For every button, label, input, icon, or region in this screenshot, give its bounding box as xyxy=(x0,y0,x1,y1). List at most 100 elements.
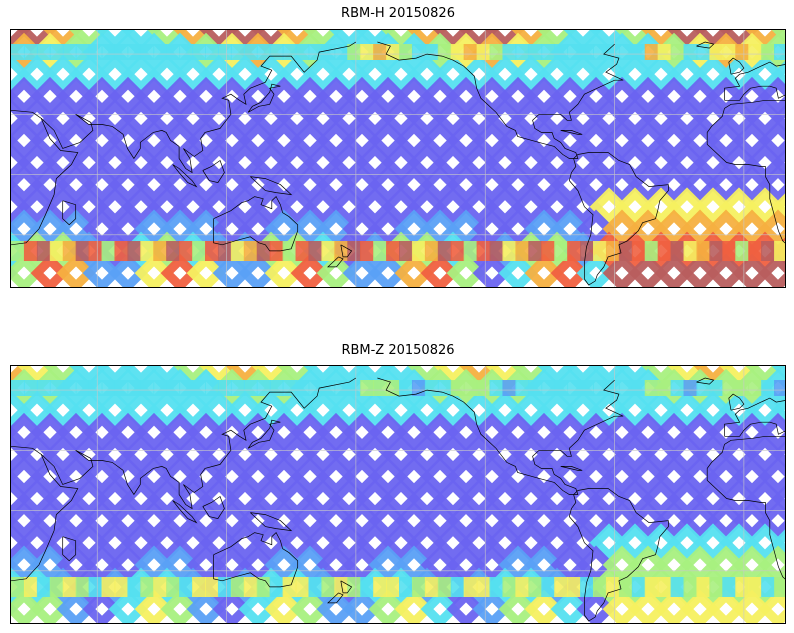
north-band-cell xyxy=(282,380,297,396)
south-band-cell xyxy=(709,577,724,597)
swath-segment xyxy=(732,76,772,116)
swath-segment xyxy=(667,30,707,50)
swath-segment xyxy=(264,253,304,287)
north-band-cell xyxy=(62,380,77,396)
swath-segment xyxy=(602,501,642,541)
south-band-cell xyxy=(709,241,724,261)
swath-segment xyxy=(290,412,330,452)
swath-segment xyxy=(407,479,447,518)
swath-segment xyxy=(641,479,681,518)
swath-segment xyxy=(95,479,135,518)
south-band-cell xyxy=(670,577,685,597)
south-band-cell xyxy=(308,241,323,261)
north-band-cell xyxy=(179,380,194,396)
swath-segment xyxy=(433,390,473,430)
swath-segment xyxy=(693,523,733,563)
swath-segment xyxy=(472,253,512,287)
south-band-cell xyxy=(489,577,504,597)
north-band-cell xyxy=(463,380,478,396)
map-svg-top xyxy=(11,30,785,287)
swath-segment xyxy=(82,589,122,623)
swath-segment xyxy=(108,501,148,541)
south-band-cell xyxy=(618,577,633,597)
north-band-cell xyxy=(515,380,530,396)
south-band-cell xyxy=(243,241,258,261)
swath-segment xyxy=(615,30,655,50)
swath-segment xyxy=(56,76,96,116)
south-band-cell xyxy=(386,577,400,597)
north-band-cell xyxy=(502,44,517,60)
north-band-cell xyxy=(205,44,219,60)
swath-segment xyxy=(771,60,785,88)
panel-title-top: RBM-H 20150826 xyxy=(341,6,455,21)
swath-segment xyxy=(290,76,330,116)
south-band-cell xyxy=(114,241,129,261)
swath-segment xyxy=(342,253,382,287)
swath-segment xyxy=(11,589,44,623)
north-band-cell xyxy=(593,44,607,60)
south-band-cell xyxy=(282,577,297,597)
south-band-cell xyxy=(140,577,155,597)
south-band-cell xyxy=(49,577,64,597)
north-band-cell xyxy=(49,380,64,396)
swath-segment xyxy=(290,121,330,160)
swath-segment xyxy=(17,30,57,50)
north-band-cell xyxy=(644,44,659,60)
swath-segment xyxy=(420,253,460,287)
swath-segment xyxy=(706,501,746,541)
swath-segment xyxy=(394,121,434,160)
north-band-cell xyxy=(515,44,530,60)
north-band-cell xyxy=(88,44,103,60)
swath-segment xyxy=(121,366,161,386)
swath-segment xyxy=(368,412,408,452)
south-band-cell xyxy=(11,577,25,597)
swath-segment xyxy=(95,54,135,94)
swath-segment xyxy=(186,501,226,541)
swath-segment xyxy=(108,121,148,160)
swath-segment xyxy=(212,501,252,541)
north-band-cell xyxy=(437,44,452,60)
north-band-cell xyxy=(722,380,737,396)
north-band-cell xyxy=(541,44,556,60)
north-band-cell xyxy=(502,380,517,396)
swath-segment xyxy=(407,54,447,94)
swath-segment xyxy=(576,76,616,116)
swath-segment xyxy=(459,523,499,563)
swath-segment xyxy=(498,589,538,623)
swath-segment xyxy=(329,187,369,227)
swath-segment xyxy=(277,30,317,50)
swath-segment xyxy=(615,143,655,182)
swath-segment xyxy=(173,366,213,386)
swath-segment xyxy=(667,143,707,182)
south-band-cell xyxy=(166,577,181,597)
south-band-cell xyxy=(373,577,388,597)
swath-segment xyxy=(11,143,31,182)
swath-segment xyxy=(693,187,733,227)
swath-segment xyxy=(758,501,785,541)
swath-segment xyxy=(589,54,629,94)
north-band-cell xyxy=(179,44,194,60)
map-panel-bottom xyxy=(10,365,786,624)
swath-segment xyxy=(745,54,785,94)
swath-segment xyxy=(472,165,512,205)
swath-segment xyxy=(251,143,291,182)
swath-segment xyxy=(69,143,109,182)
south-band-cell xyxy=(748,577,763,597)
swath-segment xyxy=(355,30,395,50)
swath-segment xyxy=(95,390,135,430)
swath-segment xyxy=(30,165,70,205)
swath-segment xyxy=(160,589,200,623)
swath-segment xyxy=(602,253,642,287)
swath-segment xyxy=(238,589,278,623)
swath-segment xyxy=(160,165,200,205)
north-band-cell xyxy=(670,44,685,60)
swath-segment xyxy=(329,366,369,386)
swath-segment xyxy=(173,390,213,430)
south-band-cell xyxy=(722,241,737,261)
swath-segment xyxy=(30,121,70,160)
swath-segment xyxy=(615,479,655,518)
swath-segment xyxy=(186,457,226,496)
north-band-cell xyxy=(153,380,168,396)
swath-segment xyxy=(329,523,369,563)
swath-segment xyxy=(329,390,369,430)
